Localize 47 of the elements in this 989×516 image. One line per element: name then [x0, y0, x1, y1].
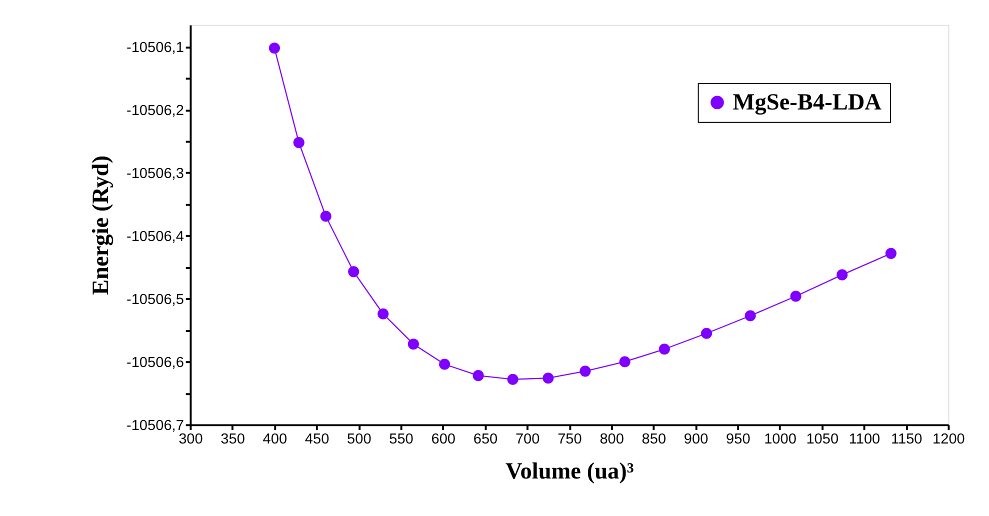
y-tick-label: -10506,2 — [126, 103, 184, 120]
x-tick-label: 1000 — [764, 432, 796, 448]
x-tick-label: 850 — [642, 432, 666, 448]
y-tick-label: -10506,6 — [126, 355, 184, 372]
point — [790, 290, 802, 302]
x-tick-label: 950 — [726, 432, 750, 448]
y-tick-label: -10506,5 — [126, 292, 184, 308]
y-tick-label: -10506,1 — [126, 40, 184, 56]
point — [580, 366, 591, 377]
x-tick-label: 1200 — [932, 432, 965, 448]
x-tick-label: 550 — [389, 432, 414, 448]
point — [293, 137, 304, 148]
point — [542, 372, 554, 384]
x-tick-label: 1150 — [890, 432, 922, 448]
point — [348, 266, 360, 278]
point — [507, 374, 518, 385]
point — [408, 338, 419, 350]
point — [744, 310, 756, 322]
x-tick-label: 700 — [515, 432, 540, 448]
legend-label: MgSe-B4-LDA — [732, 89, 882, 116]
x-tick-label: 750 — [558, 432, 582, 448]
x-tick-label: 600 — [431, 432, 456, 448]
point — [700, 328, 712, 339]
x-tick-label: 300 — [178, 432, 203, 448]
x-tick-label: 650 — [473, 432, 498, 448]
x-tick-label: 1100 — [848, 432, 880, 448]
x-tick-label: 500 — [347, 432, 372, 448]
y-tick-label: -10506,7 — [126, 418, 184, 434]
point — [378, 308, 389, 320]
point — [885, 248, 896, 259]
x-tick-label: 450 — [304, 432, 330, 448]
x-tick-label: 900 — [684, 432, 708, 448]
x-axis-title: Volume (ua)³ — [506, 458, 634, 485]
point — [472, 370, 484, 382]
x-tick-label: 350 — [220, 432, 245, 448]
point — [619, 356, 630, 368]
y-tick-label: -10506,3 — [126, 166, 184, 182]
point — [439, 358, 450, 370]
point — [836, 269, 848, 280]
point — [268, 42, 280, 54]
x-tick-label: 800 — [600, 432, 624, 448]
y-axis-title: Energie (Ryd) — [88, 156, 114, 295]
point — [320, 210, 332, 222]
x-tick-label: 400 — [262, 432, 288, 448]
y-tick-label: -10506,4 — [126, 229, 184, 246]
x-tick-label: 1050 — [806, 432, 839, 448]
point — [658, 344, 670, 355]
